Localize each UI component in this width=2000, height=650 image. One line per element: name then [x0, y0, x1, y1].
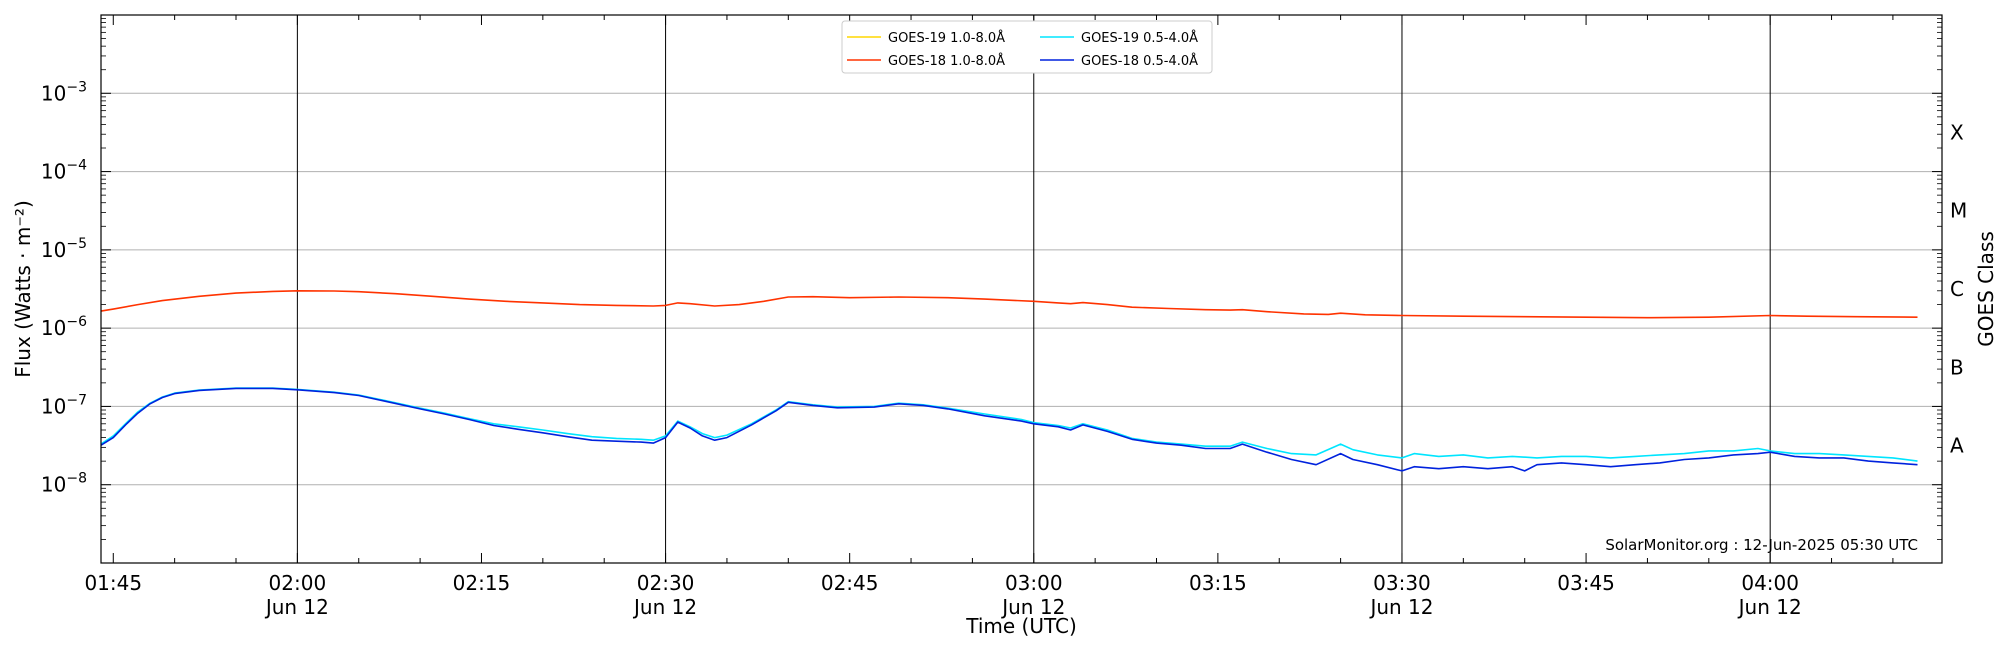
y-tick-labels: 10−8 10−7 10−6 10−5 10−4 10−3: [41, 79, 87, 496]
series-layer: [100, 289, 1918, 472]
goes-class-label: C: [1950, 277, 1964, 301]
x-tick-label: 02:15: [453, 571, 511, 595]
x-tick-label: 02:00: [269, 571, 327, 595]
x-tick-label: 03:15: [1189, 571, 1247, 595]
series-line-3: [100, 387, 1918, 472]
x-tick-label: 04:00: [1741, 571, 1799, 595]
legend: GOES-19 1.0-8.0Å GOES-18 1.0-8.0Å GOES-19 …: [841, 20, 1213, 74]
vertical-lines-layer: [296, 15, 1771, 563]
goes-class-label: B: [1950, 355, 1964, 379]
x-axis-title: Time (UTC): [965, 614, 1077, 638]
x-tick-label: 01:45: [84, 571, 142, 595]
y-tick-label: 10−7: [41, 392, 87, 418]
y-axis-title: Flux (Watts · m⁻²): [11, 200, 35, 378]
legend-label: GOES-19 1.0-8.0Å: [888, 30, 1005, 46]
goes-class-label: X: [1950, 120, 1964, 144]
legend-box: [841, 20, 1213, 74]
grid-layer: [101, 92, 1942, 486]
y-tick-label: 10−4: [41, 158, 87, 184]
goes-class-labels: A B C M X: [1950, 120, 1967, 457]
tick-layer: [101, 14, 1942, 564]
plot-frame: [100, 14, 1943, 564]
y-tick-label: 10−5: [41, 236, 87, 262]
x-tick-label: 03:45: [1557, 571, 1615, 595]
credit-text: SolarMonitor.org : 12-Jun-2025 05:30 UTC: [1605, 536, 1918, 554]
y-tick-label: 10−8: [41, 471, 87, 497]
x-tick-label: 03:30: [1373, 571, 1431, 595]
legend-label: GOES-18 1.0-8.0Å: [888, 53, 1005, 69]
x-tick-date-label: Jun 12: [1368, 595, 1433, 619]
goes-class-axis-title: GOES Class: [1974, 231, 1998, 347]
legend-label: GOES-19 0.5-4.0Å: [1081, 30, 1198, 46]
x-tick-date-label: Jun 12: [264, 595, 329, 619]
goes-class-label: M: [1950, 199, 1967, 223]
x-tick-date-label: Jun 12: [632, 595, 697, 619]
x-tick-label: 02:45: [821, 571, 879, 595]
legend-label: GOES-18 0.5-4.0Å: [1081, 53, 1198, 69]
x-tick-date-label: Jun 12: [1737, 595, 1802, 619]
y-tick-label: 10−3: [41, 79, 87, 105]
y-tick-label: 10−6: [41, 314, 87, 340]
x-tick-label: 03:00: [1005, 571, 1063, 595]
series-line-2: [100, 289, 1918, 319]
goes-class-label: A: [1950, 434, 1964, 458]
x-tick-date-label: Jun 12: [1000, 595, 1065, 619]
x-tick-label: 02:30: [637, 571, 695, 595]
